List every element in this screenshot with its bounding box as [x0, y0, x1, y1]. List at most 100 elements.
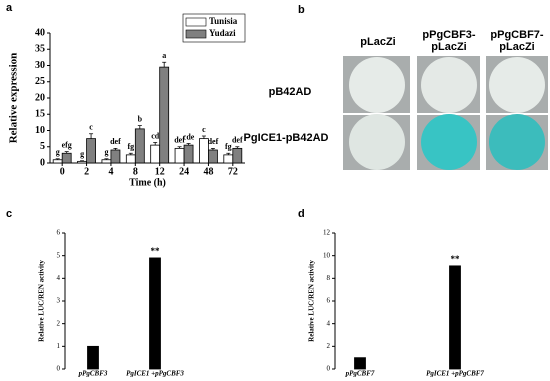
y-tick-label: 30 — [35, 60, 45, 71]
y-tick-label: 0 — [57, 365, 61, 373]
x-tick-label: 48 — [203, 166, 213, 177]
error-bar — [153, 142, 158, 146]
column-label: pLacZi — [499, 41, 534, 53]
error-bar — [104, 158, 109, 160]
bar-annotation: efg — [62, 140, 72, 149]
error-bar — [128, 152, 133, 155]
x-tick-label: pPgCBF7 — [345, 370, 375, 378]
bar — [354, 357, 366, 370]
x-axis-label: Time (h) — [129, 177, 166, 188]
y-tick-label: 1 — [57, 342, 61, 350]
x-tick-label: PgICE1 +pPgCBF7 — [426, 370, 484, 378]
y-axis-label: Relative LUC/REN activity — [38, 260, 46, 342]
y-tick-label: 5 — [57, 251, 61, 259]
y-tick-label: 8 — [327, 274, 331, 282]
bar — [208, 149, 218, 164]
x-tick-label: 12 — [155, 166, 165, 177]
y-tick-label: 2 — [327, 342, 331, 350]
column-label: pLacZi — [360, 36, 395, 48]
x-tick-label: 24 — [179, 166, 189, 177]
bar-annotation: c — [202, 125, 206, 134]
error-bar — [226, 152, 231, 155]
y-tick-label: 10 — [35, 125, 45, 136]
legend-label: Tunisia — [209, 16, 238, 26]
bar-annotation: g — [104, 148, 108, 157]
bar — [110, 149, 121, 164]
column-label: pLacZi — [431, 41, 466, 53]
y-tick-label: 0 — [40, 157, 45, 168]
bar — [174, 147, 185, 164]
error-bar — [55, 158, 60, 160]
bar — [183, 144, 194, 164]
bar — [232, 147, 243, 164]
error-bar — [235, 146, 240, 149]
x-tick-label: 0 — [60, 166, 65, 177]
y-tick-label: 20 — [35, 92, 45, 103]
y-tick-label: 15 — [35, 109, 45, 120]
bar-annotation: def — [208, 137, 219, 146]
x-tick-label: PgICE1 +pPgCBF3 — [126, 370, 184, 378]
bar — [159, 66, 170, 164]
y-tick-label: 10 — [323, 251, 331, 259]
y-tick-label: 4 — [57, 274, 61, 282]
x-tick-label: 2 — [84, 166, 89, 177]
bar — [101, 159, 112, 164]
error-bar — [210, 147, 215, 150]
bar — [449, 265, 461, 370]
bar — [52, 159, 63, 164]
error-bar — [201, 135, 206, 139]
y-tick-label: 3 — [57, 297, 61, 305]
bar — [134, 128, 145, 164]
error-bar — [186, 143, 191, 146]
x-tick-label: 8 — [133, 166, 138, 177]
y-axis-label: Relative expression — [8, 53, 20, 144]
row-label: pB42AD — [269, 86, 312, 98]
bar-annotation: b — [138, 114, 143, 123]
bar — [150, 144, 161, 164]
bar-annotation: g — [80, 150, 84, 159]
y-tick-label: 6 — [327, 297, 331, 305]
y-tick-label: 6 — [57, 229, 61, 237]
panel-label: d — [298, 208, 305, 220]
y-tick-label: 2 — [57, 319, 61, 327]
error-bar — [80, 160, 85, 162]
bar — [125, 154, 136, 164]
bar — [149, 257, 161, 370]
x-tick-label: pPgCBF3 — [78, 370, 108, 378]
error-bar — [177, 146, 182, 149]
bar-annotation: ** — [451, 254, 461, 264]
column-label: pPgCBF7- — [490, 29, 544, 41]
panel-label: b — [298, 4, 305, 16]
panel-label: a — [6, 2, 13, 14]
bar-annotation: c — [89, 123, 93, 132]
y-tick-label: 0 — [327, 365, 331, 373]
error-bar — [89, 133, 94, 139]
error-bar — [113, 147, 118, 150]
error-bar — [162, 61, 167, 68]
y-axis-label: Relative LUC/REN activity — [308, 260, 316, 342]
y-tick-label: 25 — [35, 76, 45, 87]
panel-label: c — [6, 208, 12, 220]
x-tick-label: 4 — [108, 166, 113, 177]
bar — [61, 152, 72, 164]
bar-annotation: fg — [127, 142, 134, 151]
bar — [77, 160, 87, 164]
bar-annotation: def — [174, 136, 185, 145]
y-tick-label: 12 — [323, 229, 331, 237]
legend-label: Yudazi — [209, 28, 236, 38]
bar-annotation: g — [56, 148, 60, 157]
row-label: PgICE1-pB42AD — [244, 132, 329, 144]
bar — [86, 138, 96, 164]
y-tick-label: 35 — [35, 44, 45, 55]
error-bar — [137, 125, 142, 129]
bar-annotation: a — [162, 51, 166, 60]
column-label: pPgCBF3- — [422, 29, 476, 41]
y-tick-label: 40 — [35, 27, 45, 38]
bar-annotation: cde — [183, 132, 195, 141]
y-tick-label: 4 — [327, 319, 331, 327]
assay-plates — [343, 56, 548, 170]
x-tick-label: 72 — [228, 166, 238, 177]
error-bar — [64, 151, 69, 154]
bar-annotation: def — [232, 136, 243, 145]
